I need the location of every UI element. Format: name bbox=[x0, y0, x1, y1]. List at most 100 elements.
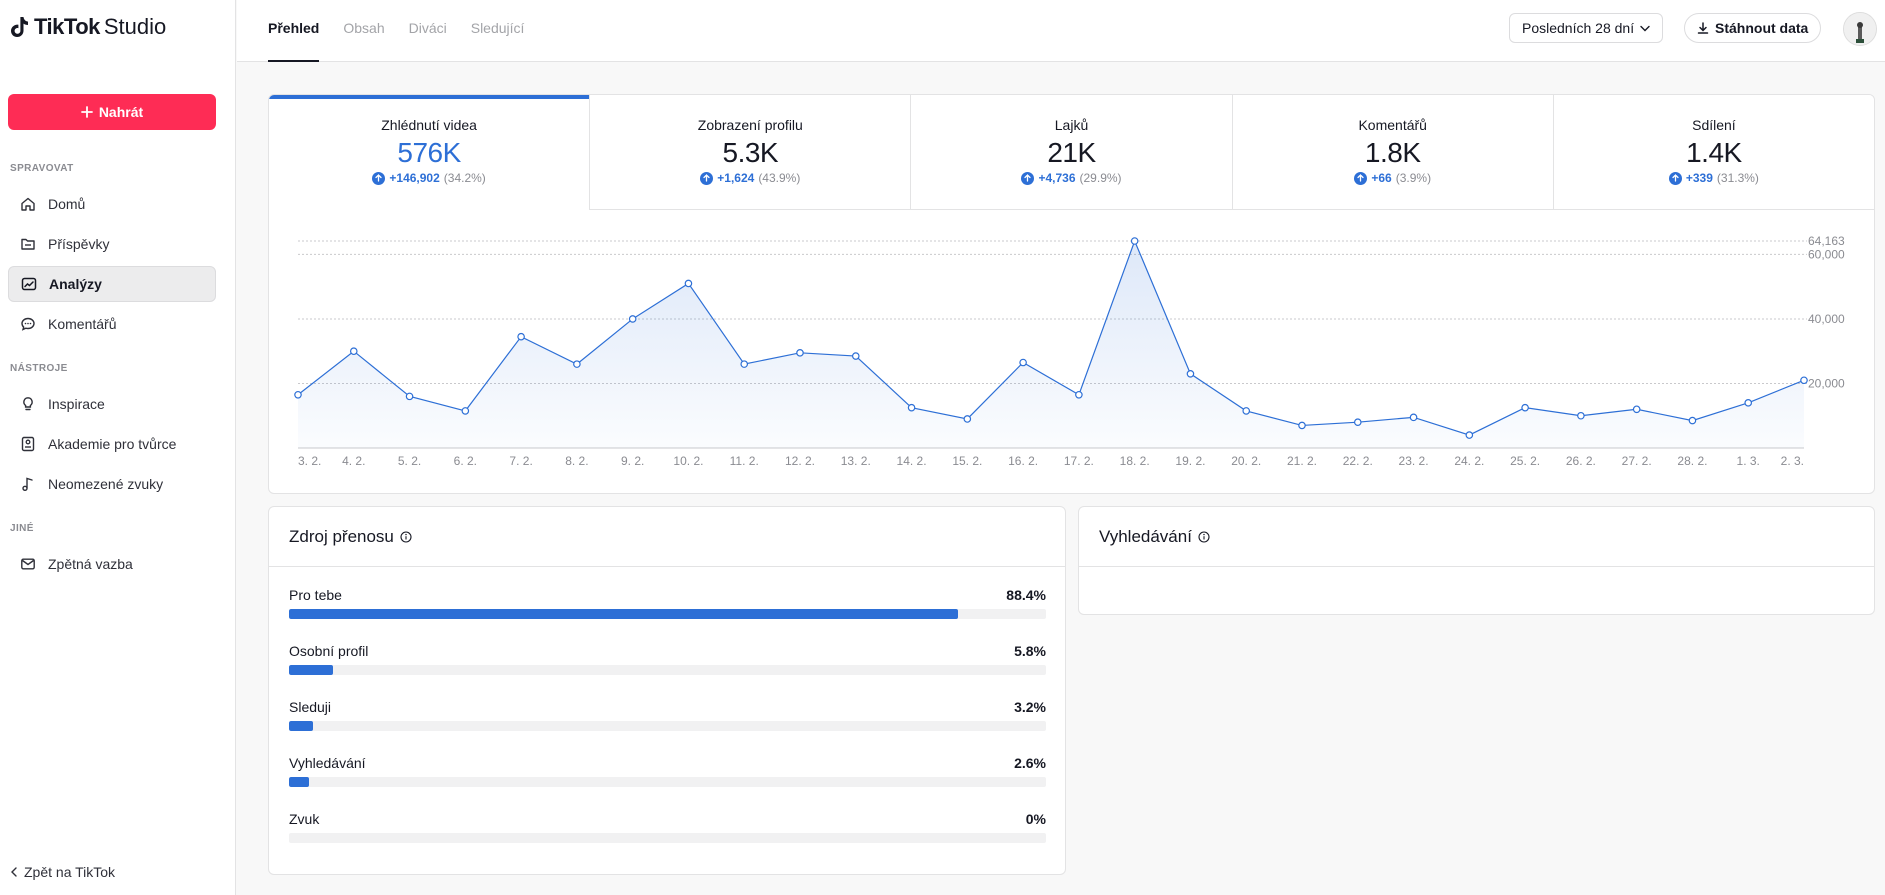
sidebar-item-posts[interactable]: Příspěvky bbox=[8, 226, 216, 262]
traffic-source-label: Zvuk bbox=[289, 811, 320, 827]
sidebar-item-label: Inspirace bbox=[48, 396, 105, 412]
data-point[interactable] bbox=[517, 332, 525, 341]
sidebar-item-home[interactable]: Domů bbox=[8, 186, 216, 222]
download-data-button[interactable]: Stáhnout data bbox=[1684, 13, 1822, 43]
traffic-source-label: Sleduji bbox=[289, 699, 332, 715]
metric-shares[interactable]: Sdílení 1.4K +339 (31.3%) bbox=[1552, 95, 1874, 210]
sidebar-item-feedback[interactable]: Zpětná vazba bbox=[8, 546, 216, 582]
data-point[interactable] bbox=[1130, 237, 1139, 245]
data-point[interactable] bbox=[1242, 407, 1251, 415]
data-point[interactable] bbox=[740, 360, 749, 368]
lightbulb-icon bbox=[23, 397, 33, 411]
sidebar-item-label: Akademie pro tvůrce bbox=[48, 436, 177, 452]
x-tick-label: 19. 2. bbox=[1175, 454, 1205, 468]
arrow-up-icon bbox=[700, 171, 714, 185]
logo-product: Studio bbox=[103, 14, 167, 39]
sidebar-item-comments[interactable]: Komentářů bbox=[8, 306, 216, 342]
x-tick-label: 22. 2. bbox=[1343, 454, 1373, 468]
search-title: Vyhledávání bbox=[1099, 527, 1210, 547]
download-label: Stáhnout data bbox=[1715, 20, 1809, 36]
data-point[interactable] bbox=[1688, 416, 1697, 425]
x-tick-label: 10. 2. bbox=[673, 454, 703, 468]
x-tick-label: 26. 2. bbox=[1566, 454, 1596, 468]
section-label-other: JINÉ bbox=[10, 523, 34, 534]
back-to-tiktok-link[interactable]: Zpět na TikTok bbox=[10, 864, 115, 880]
data-point[interactable] bbox=[461, 407, 470, 415]
tab-followers[interactable]: Sledující bbox=[470, 20, 525, 36]
plus-icon bbox=[80, 106, 93, 118]
data-point[interactable] bbox=[1632, 405, 1641, 414]
data-point[interactable] bbox=[1465, 431, 1474, 439]
data-point[interactable] bbox=[963, 415, 972, 423]
data-point[interactable] bbox=[1353, 418, 1362, 426]
data-point[interactable] bbox=[907, 403, 916, 412]
sidebar-item-label: Domů bbox=[48, 196, 86, 212]
data-point[interactable] bbox=[851, 352, 860, 360]
tab-viewers[interactable]: Diváci bbox=[408, 20, 447, 36]
section-label-manage: SPRAVOVAT bbox=[10, 163, 74, 174]
metric-profile-views[interactable]: Zobrazení profilu 5.3K +1,624 (43.9%) bbox=[589, 95, 911, 210]
metric-delta-percent: (43.9%) bbox=[758, 171, 801, 185]
data-point[interactable] bbox=[1409, 413, 1418, 422]
metric-delta-value: +66 bbox=[1371, 171, 1392, 185]
traffic-source-bar-fill bbox=[289, 665, 333, 675]
x-tick-label: 1. 3. bbox=[1737, 454, 1760, 468]
metric-comments[interactable]: Komentářů 1.8K +66 (3.9%) bbox=[1231, 95, 1553, 210]
y-tick-label: 64,163 bbox=[1808, 234, 1845, 248]
search-card: Vyhledávání bbox=[1078, 506, 1875, 615]
data-point[interactable] bbox=[1298, 421, 1306, 430]
data-point[interactable] bbox=[573, 360, 581, 368]
tiktok-studio-logo[interactable]: TikTok Studio bbox=[10, 14, 166, 40]
traffic-source-bar-track bbox=[289, 665, 1046, 675]
sidebar-item-sounds[interactable]: Neomezené zvuky bbox=[8, 466, 216, 502]
data-point[interactable] bbox=[1019, 358, 1027, 367]
data-point[interactable] bbox=[1186, 369, 1195, 378]
data-point[interactable] bbox=[684, 279, 693, 288]
data-point[interactable] bbox=[1744, 399, 1753, 407]
sidebar-item-label: Analýzy bbox=[49, 276, 102, 292]
data-point[interactable] bbox=[1577, 411, 1585, 420]
metric-video-views[interactable]: Zhlédnutí videa 576K +146,902 (34.2%) bbox=[269, 95, 590, 210]
info-icon[interactable] bbox=[1198, 531, 1210, 543]
traffic-source-label: Osobní profil bbox=[289, 643, 369, 659]
sidebar-item-inspiration[interactable]: Inspirace bbox=[8, 386, 216, 422]
analytics-tabs: Přehled Obsah Diváci Sledující bbox=[268, 0, 524, 62]
data-point[interactable] bbox=[1800, 376, 1808, 385]
sidebar-item-academy[interactable]: Akademie pro tvůrce bbox=[8, 426, 216, 462]
traffic-source-value: 2.6% bbox=[1014, 755, 1046, 771]
metric-delta-percent: (29.9%) bbox=[1079, 171, 1122, 185]
tab-overview[interactable]: Přehled bbox=[268, 0, 320, 62]
data-point[interactable] bbox=[1075, 390, 1083, 399]
mail-icon bbox=[21, 558, 35, 570]
metric-likes[interactable]: Lajků 21K +4,736 (29.9%) bbox=[910, 95, 1232, 210]
sidebar-item-analytics[interactable]: Analýzy bbox=[8, 266, 216, 302]
data-point[interactable] bbox=[349, 347, 358, 356]
x-tick-label: 5. 2. bbox=[398, 454, 421, 468]
y-tick-label: 20,000 bbox=[1808, 376, 1845, 390]
data-point[interactable] bbox=[405, 392, 414, 401]
traffic-source-bar-fill bbox=[289, 721, 314, 731]
x-tick-label: 28. 2. bbox=[1677, 454, 1707, 468]
arrow-up-icon bbox=[1668, 171, 1682, 185]
x-tick-label: 3. 2. bbox=[298, 454, 321, 468]
metric-value: 1.4K bbox=[1686, 137, 1742, 168]
data-point[interactable] bbox=[1521, 403, 1529, 412]
avatar[interactable] bbox=[1843, 12, 1877, 46]
academy-icon bbox=[21, 436, 35, 452]
x-tick-label: 12. 2. bbox=[785, 454, 815, 468]
tiktok-logo-icon bbox=[11, 17, 28, 37]
date-range-dropdown[interactable]: Posledních 28 dní bbox=[1509, 13, 1664, 43]
traffic-source-label: Pro tebe bbox=[289, 587, 342, 603]
upload-button[interactable]: Nahrát bbox=[8, 94, 216, 130]
data-point[interactable] bbox=[294, 390, 302, 399]
x-tick-label: 27. 2. bbox=[1622, 454, 1652, 468]
data-point[interactable] bbox=[796, 349, 804, 357]
tab-content[interactable]: Obsah bbox=[343, 20, 385, 36]
data-point[interactable] bbox=[628, 315, 637, 323]
info-icon[interactable] bbox=[400, 531, 412, 543]
metric-value: 5.3K bbox=[722, 137, 779, 168]
metric-delta: +339 (31.3%) bbox=[1668, 171, 1759, 185]
metric-delta-percent: (31.3%) bbox=[1716, 171, 1759, 185]
chevron-down-icon bbox=[1640, 25, 1650, 31]
